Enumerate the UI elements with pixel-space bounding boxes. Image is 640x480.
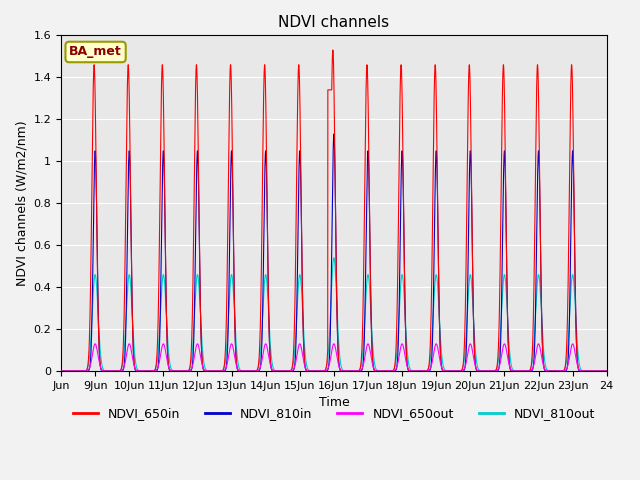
Legend: NDVI_650in, NDVI_810in, NDVI_650out, NDVI_810out: NDVI_650in, NDVI_810in, NDVI_650out, NDV… — [68, 402, 600, 425]
X-axis label: Time: Time — [319, 396, 349, 409]
Title: NDVI channels: NDVI channels — [278, 15, 390, 30]
Y-axis label: NDVI channels (W/m2/nm): NDVI channels (W/m2/nm) — [15, 120, 28, 286]
Text: BA_met: BA_met — [69, 46, 122, 59]
